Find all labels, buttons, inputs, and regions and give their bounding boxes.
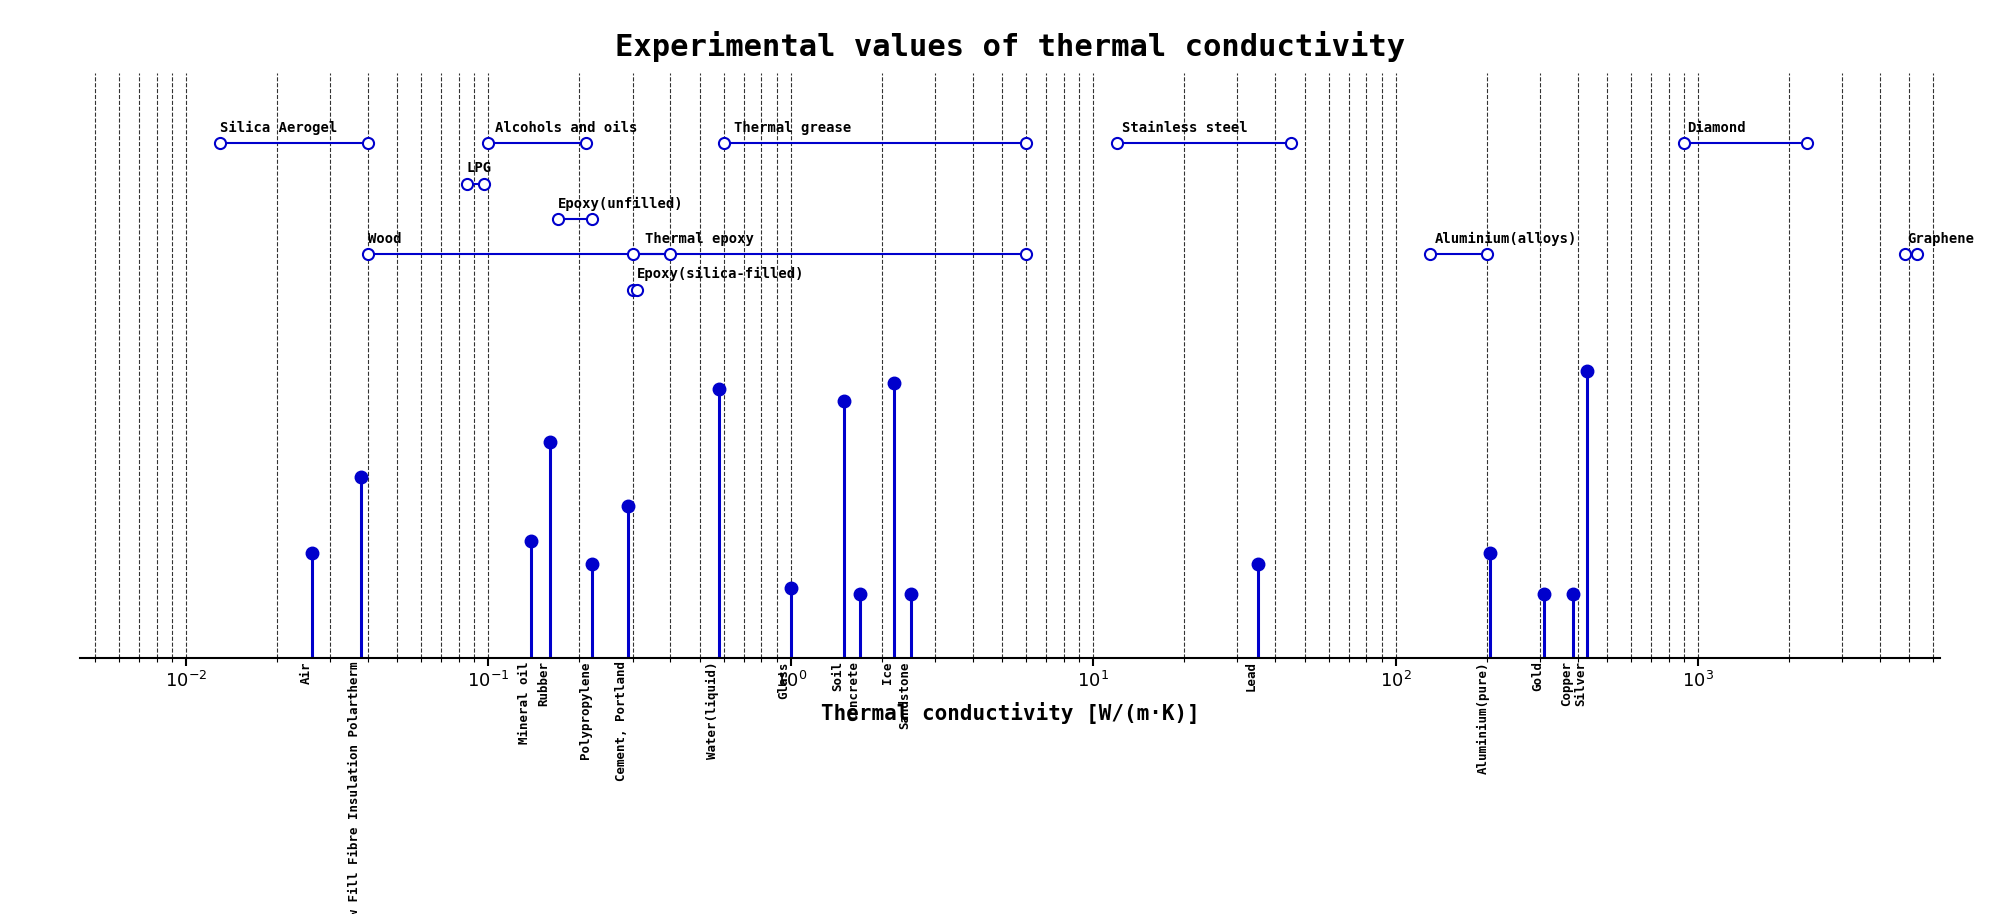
Text: Copper: Copper <box>1560 661 1572 706</box>
Text: Cement, Portland: Cement, Portland <box>616 661 628 781</box>
Text: Silica Aerogel: Silica Aerogel <box>220 121 338 134</box>
Text: Graphene: Graphene <box>1906 231 1974 246</box>
Text: Soil: Soil <box>830 661 844 691</box>
Text: Aluminium(alloys): Aluminium(alloys) <box>1436 231 1578 246</box>
Text: Silver: Silver <box>1574 661 1588 706</box>
Text: Lead: Lead <box>1244 661 1258 691</box>
Text: Polypropylene: Polypropylene <box>578 661 592 759</box>
Text: Hollow Fill Fibre Insulation Polartherm: Hollow Fill Fibre Insulation Polartherm <box>348 661 362 914</box>
Text: Glass: Glass <box>778 661 790 698</box>
Text: Water(liquid): Water(liquid) <box>706 661 720 759</box>
Text: Concrete: Concrete <box>848 661 860 721</box>
Text: Epoxy(silica-filled): Epoxy(silica-filled) <box>636 267 804 281</box>
Text: LPG: LPG <box>466 162 492 175</box>
Text: Alcohols and oils: Alcohols and oils <box>494 121 638 134</box>
Text: Thermal epoxy: Thermal epoxy <box>646 231 754 246</box>
Text: Diamond: Diamond <box>1688 121 1746 134</box>
Title: Experimental values of thermal conductivity: Experimental values of thermal conductiv… <box>614 31 1406 62</box>
X-axis label: Thermal conductivity [W/(m·K)]: Thermal conductivity [W/(m·K)] <box>820 703 1200 725</box>
Text: Air: Air <box>300 661 312 684</box>
Text: Epoxy(unfilled): Epoxy(unfilled) <box>558 197 684 210</box>
Text: Mineral oil: Mineral oil <box>518 661 530 743</box>
Text: Thermal grease: Thermal grease <box>734 121 852 134</box>
Text: Sandstone: Sandstone <box>898 661 912 728</box>
Text: Stainless steel: Stainless steel <box>1122 121 1248 134</box>
Text: Gold: Gold <box>1532 661 1544 691</box>
Text: Wood: Wood <box>368 231 402 246</box>
Text: Rubber: Rubber <box>538 661 550 706</box>
Text: Ice: Ice <box>882 661 894 684</box>
Text: Aluminium(pure): Aluminium(pure) <box>1476 661 1490 773</box>
